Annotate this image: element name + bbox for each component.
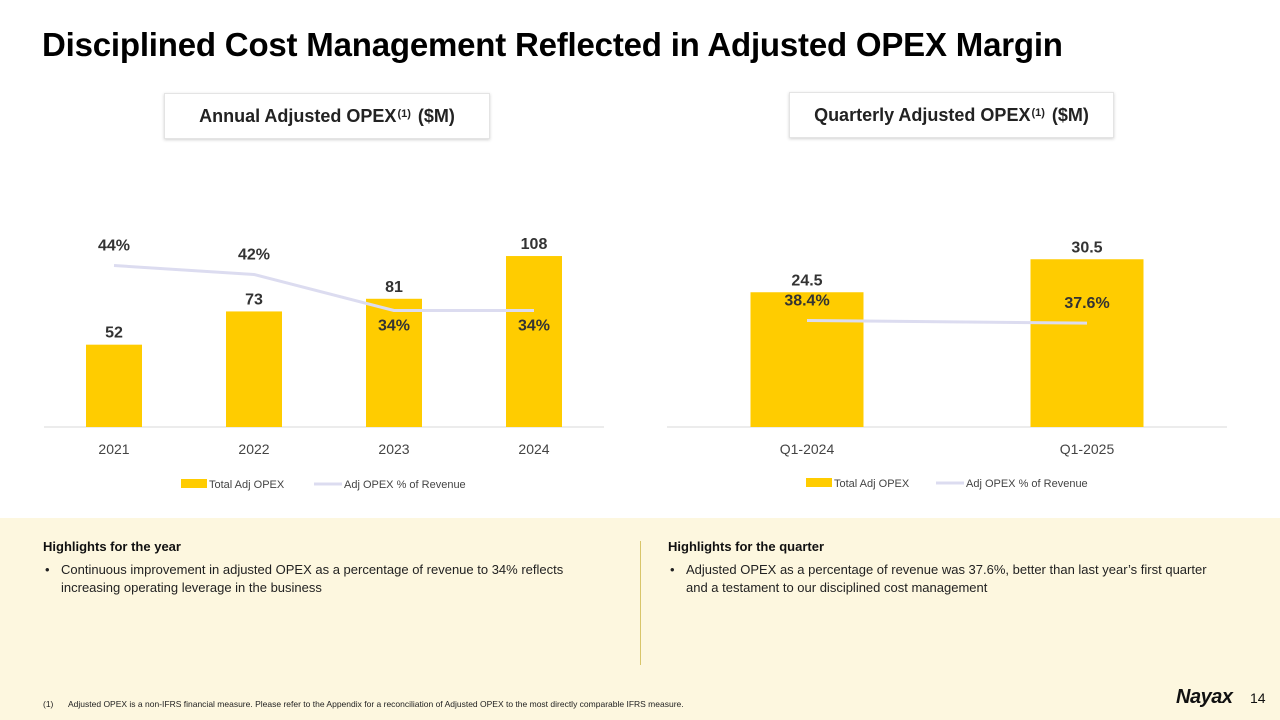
quarterly-x-tick-label: Q1-2024 [780,441,835,457]
quarterly-chart-title-footnote-ref: (1) [1031,107,1045,119]
annual-bar-value-label: 52 [105,325,123,342]
annual-x-tick-label: 2024 [518,441,549,457]
quarterly-percent-label: 37.6% [1064,295,1109,312]
annual-x-tick-label: 2023 [378,441,409,457]
annual-bar-value-label: 108 [521,236,548,253]
annual-legend-line-label: Adj OPEX % of Revenue [344,479,466,491]
highlights-year: Highlights for the year Continuous impro… [43,539,603,597]
annual-percent-label: 34% [378,318,410,335]
quarterly-percent-label: 38.4% [784,293,829,310]
highlights-divider [640,541,641,665]
annual-percent-line [113,264,534,312]
quarterly-legend-bar-swatch [806,478,832,487]
annual-chart-title-main: Annual Adjusted OPEX [199,105,397,126]
quarterly-bar-value-label: 30.5 [1071,239,1102,256]
annual-legend-bar-swatch [181,479,207,488]
quarterly-bar [750,292,864,427]
annual-opex-chart: 52 2021 73 2022 81 2023 108 2024 44% 42% 34% 34% Tot… [44,236,604,491]
annual-x-tick-label: 2021 [98,441,129,457]
highlights-quarter-bullet: Adjusted OPEX as a percentage of revenue… [668,561,1228,597]
page-title: Disciplined Cost Management Reflected in… [42,26,1063,63]
annual-x-tick-label: 2022 [238,441,269,457]
highlights-panel: Highlights for the year Continuous impro… [0,518,1280,720]
annual-bar-value-label: 73 [245,291,263,308]
annual-chart-title-unit: ($M) [417,105,455,126]
footnote-text: Adjusted OPEX is a non-IFRS financial me… [68,699,684,709]
quarterly-bar [1030,259,1144,427]
highlights-quarter-heading: Highlights for the quarter [668,539,824,554]
highlights-year-bullet: Continuous improvement in adjusted OPEX … [43,561,603,597]
nayax-logo: Nayax [1176,686,1233,708]
quarterly-x-tick-label: Q1-2025 [1060,441,1115,457]
annual-bar [366,298,422,427]
highlights-year-heading: Highlights for the year [43,539,181,554]
quarterly-legend-bar-label: Total Adj OPEX [834,478,910,490]
annual-bar [226,311,282,427]
annual-percent-label: 34% [518,318,550,335]
annual-percent-label: 44% [98,238,130,255]
quarterly-opex-chart: 24.5 Q1-2024 30.5 Q1-2025 38.4% 37.6% Total Ad… [667,239,1227,490]
footnote-number: (1) [43,699,54,709]
annual-legend-bar-label: Total Adj OPEX [209,479,285,491]
highlights-quarter: Highlights for the quarter Adjusted OPEX… [668,539,1228,597]
page-number: 14 [1250,690,1266,706]
quarterly-bar-value-label: 24.5 [791,272,822,289]
annual-percent-label: 42% [238,247,270,264]
annual-bar-value-label: 81 [385,279,403,296]
annual-bar [86,344,142,427]
quarterly-chart-title: Quarterly Adjusted OPEX (1) ($M) [789,92,1114,138]
quarterly-percent-line [806,319,1088,325]
quarterly-legend-line-label: Adj OPEX % of Revenue [966,478,1088,490]
annual-chart-title-footnote-ref: (1) [397,108,411,120]
quarterly-chart-title-main: Quarterly Adjusted OPEX [814,104,1031,125]
quarterly-chart-title-unit: ($M) [1051,104,1089,125]
annual-bar [506,256,562,427]
annual-chart-title: Annual Adjusted OPEX (1) ($M) [164,93,490,139]
footnote: (1) Adjusted OPEX is a non-IFRS financial… [43,699,684,709]
